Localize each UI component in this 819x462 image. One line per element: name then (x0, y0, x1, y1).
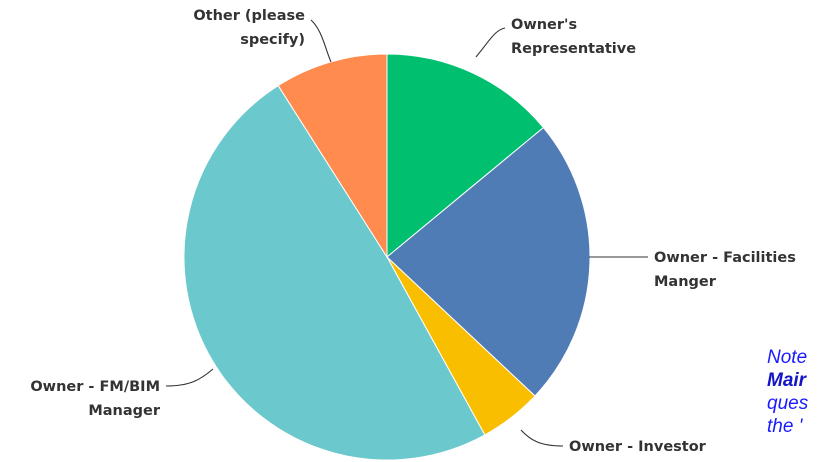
slice-label-2: Owner - Investor (569, 439, 707, 455)
slice-label-0: Owner's Representative (511, 17, 636, 57)
slice-label-line: Owner - Investor (569, 439, 707, 455)
slice-label-line: Representative (511, 41, 636, 57)
leader-line-0 (475, 27, 506, 58)
note-text: Note Mair ques the ' (767, 346, 819, 438)
slice-labels: Owner's Representative Owner - Facilities M… (30, 8, 796, 455)
slice-label-line: Owner - FM/BIM (30, 379, 160, 395)
leader-line-3 (165, 368, 214, 387)
leader-lines (165, 19, 648, 447)
slice-label-line: Other (please (193, 8, 305, 24)
pie-slice-1 (386, 126, 591, 397)
note-line-1: Note (767, 347, 808, 368)
note-line-3: ques (767, 393, 809, 414)
pie-slice-3 (183, 84, 486, 461)
slice-label-4: Other (please specify) (193, 8, 305, 48)
note-line-2: Mair (767, 370, 807, 391)
slice-label-line: Owner - Facilities (654, 250, 796, 266)
leader-line-4 (310, 19, 332, 63)
slice-label-3: Owner - FM/BIM Manager (30, 379, 161, 419)
slice-label-line: Owner's (511, 17, 577, 33)
pie-slice-0 (386, 53, 545, 259)
slice-label-line: specify) (240, 32, 305, 48)
slice-label-1: Owner - Facilities Manger (654, 250, 796, 290)
pie-slices (183, 53, 591, 461)
leader-line-2 (520, 429, 564, 447)
pie-slice-4 (277, 53, 388, 259)
slice-label-line: Manager (88, 403, 161, 419)
slice-label-line: Manger (654, 274, 717, 290)
note-line-4: the ' (767, 416, 803, 437)
